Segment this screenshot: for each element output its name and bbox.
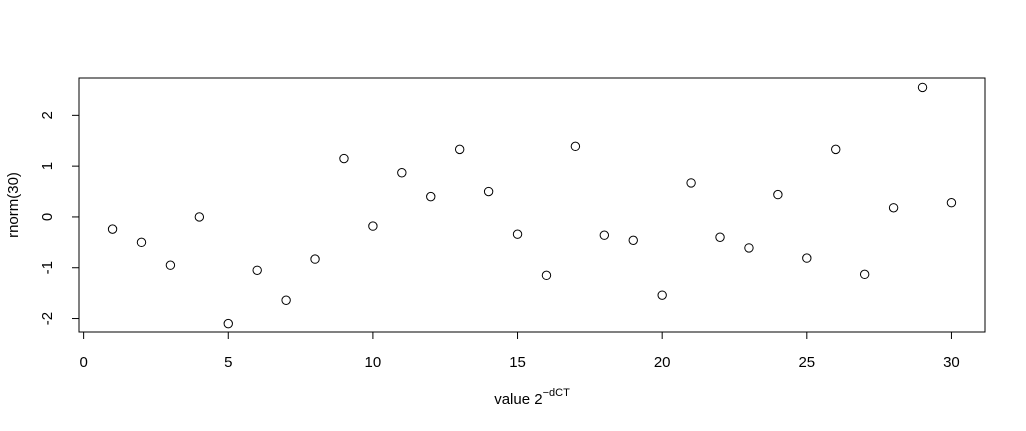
x-label-base: value 2 (494, 391, 542, 408)
x-label-superscript: −dCT (543, 387, 570, 399)
point (888, 203, 899, 213)
point (339, 153, 349, 164)
point (599, 230, 610, 240)
point (426, 191, 436, 202)
x-tick-label: 0 (79, 354, 87, 371)
point (773, 189, 783, 200)
point (397, 168, 407, 178)
point (917, 82, 928, 93)
point (107, 224, 118, 234)
y-tick-label: -2 (39, 312, 56, 325)
point (165, 260, 176, 270)
point (628, 235, 638, 246)
point (281, 295, 291, 305)
plot-frame (78, 77, 986, 333)
point (715, 232, 725, 242)
x-tick-label: 25 (798, 354, 815, 371)
y-tick-label: 2 (39, 111, 56, 119)
point (541, 270, 552, 281)
point (946, 198, 957, 208)
x-tick-label: 20 (654, 354, 671, 371)
point (454, 144, 465, 155)
x-tick-label: 30 (943, 354, 960, 371)
point (802, 253, 812, 263)
point (252, 265, 262, 275)
point (657, 290, 667, 300)
point (136, 237, 147, 248)
y-axis-label: rnorm(30) (5, 172, 22, 238)
x-tick-label: 15 (509, 354, 526, 371)
y-tick-label: 1 (39, 162, 56, 170)
point (744, 243, 754, 253)
point (194, 212, 205, 222)
point (512, 229, 523, 239)
point (859, 269, 870, 280)
point (686, 178, 696, 188)
point (310, 254, 320, 264)
x-tick-label: 10 (365, 354, 382, 371)
point (483, 186, 494, 197)
y-tick-label: -1 (39, 261, 56, 274)
point (223, 318, 233, 329)
point (831, 144, 841, 155)
y-tick-label: 0 (39, 213, 56, 221)
point (570, 141, 581, 152)
x-tick-label: 5 (224, 354, 232, 371)
point (368, 221, 378, 231)
x-axis-label: value 2−dCT (494, 387, 570, 408)
